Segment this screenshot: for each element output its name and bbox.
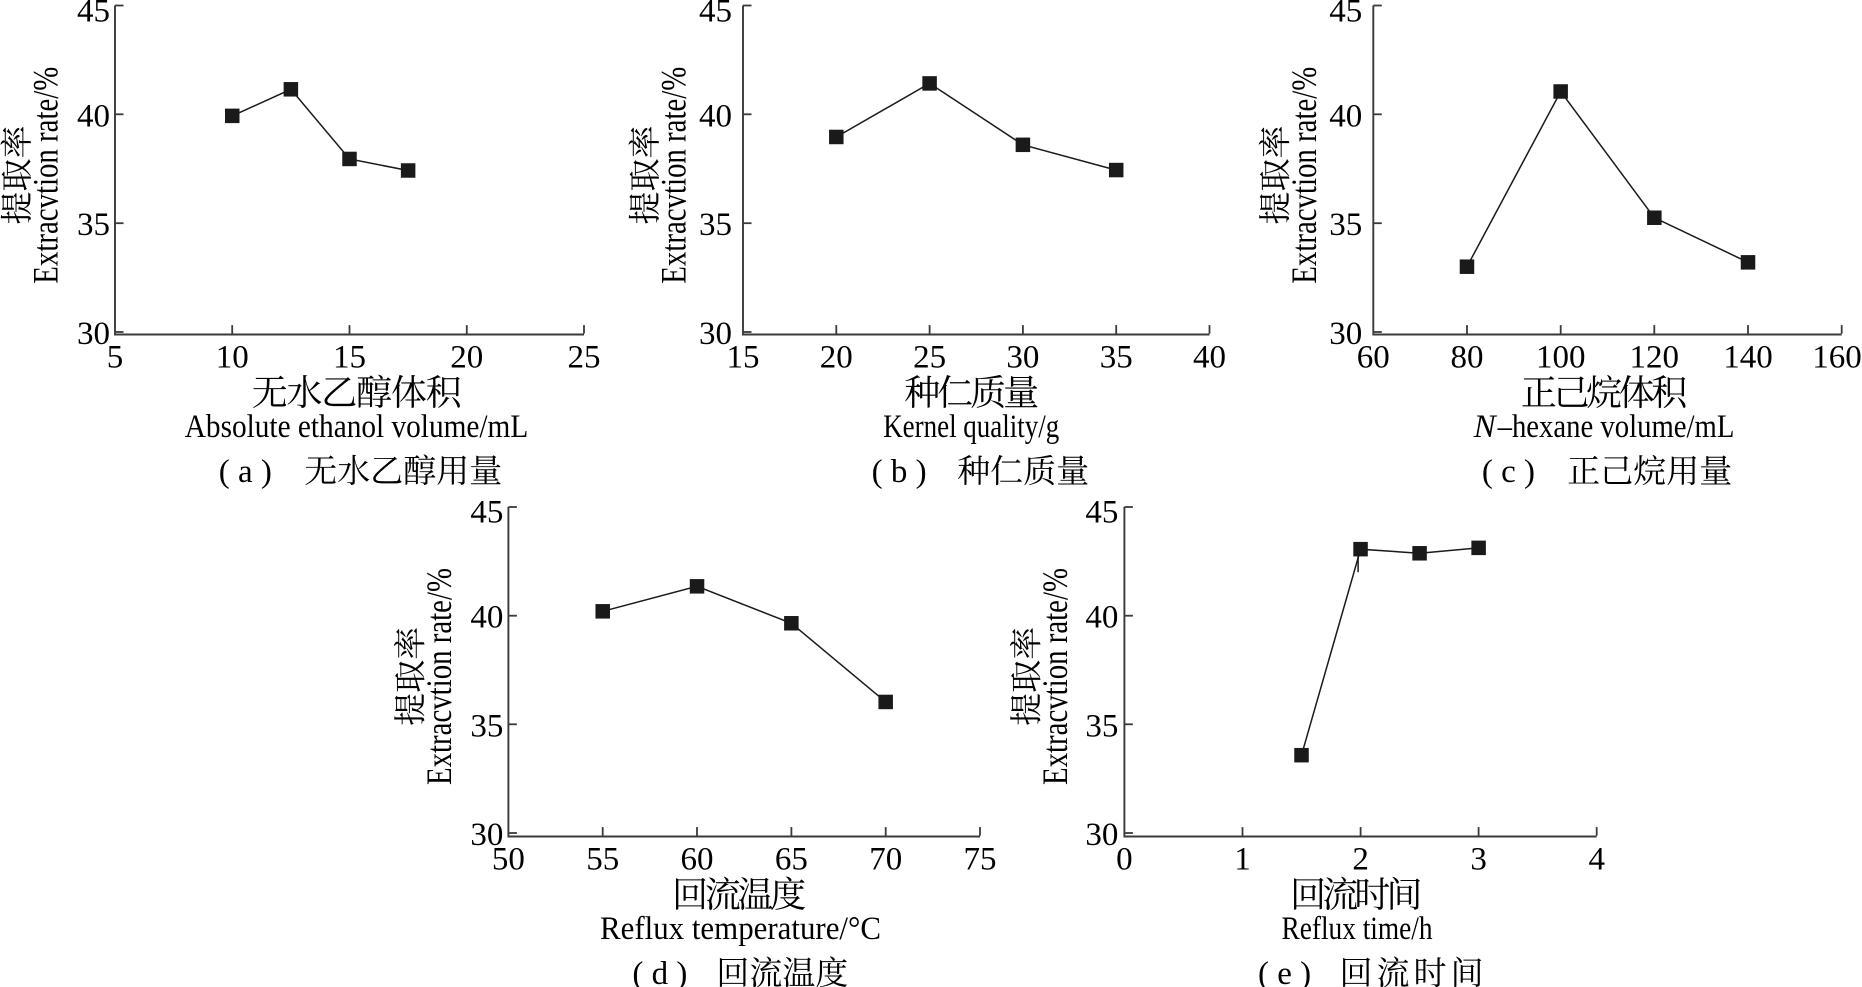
svg-text:50: 50 bbox=[492, 842, 525, 878]
svg-text:20: 20 bbox=[820, 340, 853, 376]
svg-text:25: 25 bbox=[568, 340, 601, 376]
svg-text:35: 35 bbox=[1100, 340, 1133, 376]
svg-text:Absolute ethanol volume/mL: Absolute ethanol volume/mL bbox=[185, 409, 529, 445]
svg-text:Extracvtion rate/%: Extracvtion rate/% bbox=[26, 67, 66, 284]
svg-text:30: 30 bbox=[1006, 340, 1039, 376]
svg-text:Reflux temperature/°C: Reflux temperature/°C bbox=[600, 911, 881, 947]
svg-text:( e ): ( e ) bbox=[1258, 956, 1311, 987]
svg-text:N: N bbox=[1473, 409, 1498, 445]
svg-text:120: 120 bbox=[1630, 340, 1680, 376]
svg-text:65: 65 bbox=[775, 842, 808, 878]
svg-text:35: 35 bbox=[1085, 708, 1118, 744]
svg-text:60: 60 bbox=[1357, 340, 1390, 376]
svg-text:30: 30 bbox=[1085, 817, 1118, 853]
svg-text:Kernel quality/g: Kernel quality/g bbox=[883, 409, 1059, 445]
svg-text:35: 35 bbox=[77, 207, 110, 243]
svg-text:45: 45 bbox=[1329, 0, 1362, 30]
svg-text:55: 55 bbox=[586, 842, 619, 878]
svg-text:30: 30 bbox=[470, 817, 503, 853]
svg-text:45: 45 bbox=[470, 495, 503, 531]
svg-text:140: 140 bbox=[1723, 340, 1773, 376]
svg-text:10: 10 bbox=[216, 340, 249, 376]
svg-text:( c ): ( c ) bbox=[1482, 454, 1535, 490]
svg-text:2: 2 bbox=[1352, 842, 1369, 878]
svg-text:40: 40 bbox=[77, 98, 110, 134]
svg-text:40: 40 bbox=[1329, 98, 1362, 134]
svg-text:80: 80 bbox=[1451, 340, 1484, 376]
svg-text:Extracvtion rate/%: Extracvtion rate/% bbox=[419, 568, 459, 785]
svg-text:Reflux time/h: Reflux time/h bbox=[1282, 911, 1433, 947]
svg-text:40: 40 bbox=[470, 600, 503, 636]
svg-text:( d ): ( d ) bbox=[632, 956, 687, 987]
svg-text:160: 160 bbox=[1812, 340, 1862, 376]
svg-text:25: 25 bbox=[913, 340, 946, 376]
svg-text:30: 30 bbox=[77, 316, 110, 352]
svg-text:4: 4 bbox=[1588, 842, 1605, 878]
svg-text:( a ): ( a ) bbox=[219, 454, 272, 490]
svg-text:Extracvtion rate/%: Extracvtion rate/% bbox=[1035, 568, 1075, 785]
svg-text:( b ): ( b ) bbox=[872, 454, 927, 490]
svg-text:70: 70 bbox=[869, 842, 902, 878]
svg-text:15: 15 bbox=[727, 340, 760, 376]
svg-text:0: 0 bbox=[1116, 842, 1133, 878]
svg-text:–hexane volume/mL: –hexane volume/mL bbox=[1497, 409, 1735, 445]
svg-text:75: 75 bbox=[964, 842, 997, 878]
svg-text:45: 45 bbox=[1085, 495, 1118, 531]
svg-text:35: 35 bbox=[470, 708, 503, 744]
svg-text:15: 15 bbox=[333, 340, 366, 376]
svg-text:20: 20 bbox=[450, 340, 483, 376]
svg-text:1: 1 bbox=[1234, 842, 1251, 878]
svg-text:45: 45 bbox=[699, 0, 732, 30]
svg-text:30: 30 bbox=[1329, 316, 1362, 352]
svg-text:40: 40 bbox=[1193, 340, 1226, 376]
svg-text:3: 3 bbox=[1470, 842, 1487, 878]
svg-text:30: 30 bbox=[699, 316, 732, 352]
svg-text:35: 35 bbox=[1329, 207, 1362, 243]
svg-text:40: 40 bbox=[699, 98, 732, 134]
svg-text:100: 100 bbox=[1536, 340, 1586, 376]
svg-text:45: 45 bbox=[77, 0, 110, 30]
svg-text:Extracvtion rate/%: Extracvtion rate/% bbox=[654, 67, 694, 284]
svg-text:Extracvtion rate/%: Extracvtion rate/% bbox=[1284, 67, 1324, 284]
svg-text:5: 5 bbox=[107, 340, 124, 376]
svg-text:40: 40 bbox=[1085, 600, 1118, 636]
svg-text:60: 60 bbox=[681, 842, 714, 878]
svg-text:35: 35 bbox=[699, 207, 732, 243]
